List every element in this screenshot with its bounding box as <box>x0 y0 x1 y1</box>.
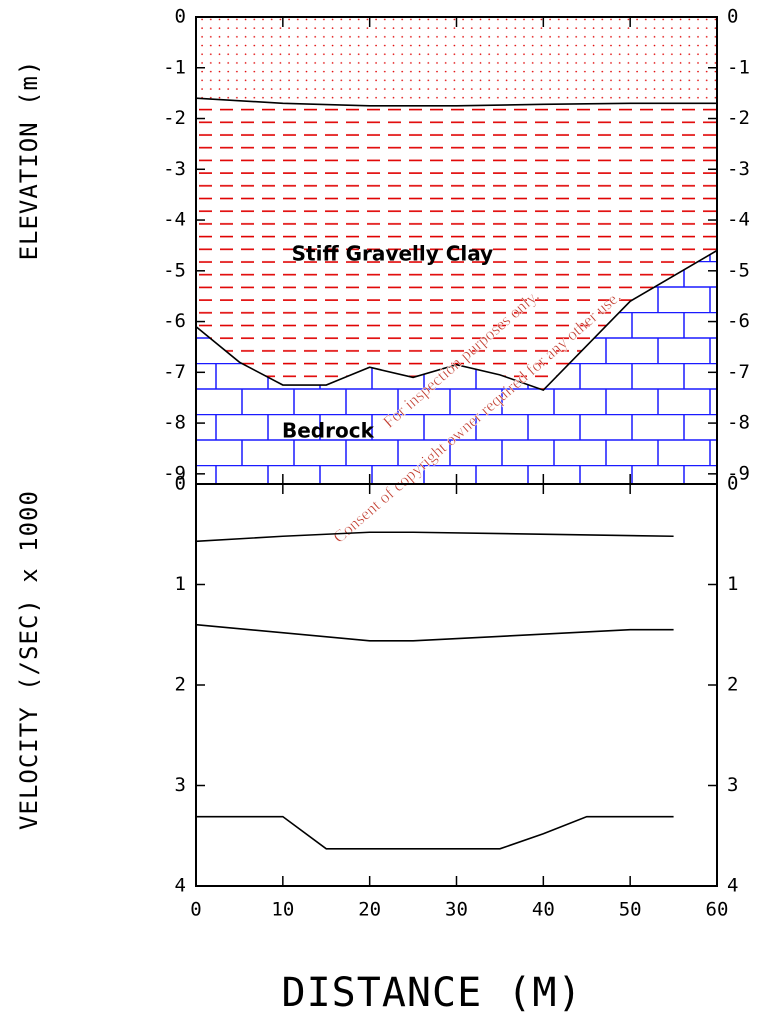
y-tick-label: 1 <box>175 573 186 595</box>
y-tick-label: 0 <box>175 6 186 28</box>
y-tick-label: -6 <box>727 310 750 332</box>
series-line <box>195 249 718 392</box>
plot-frame <box>195 483 718 887</box>
y-tick-label: 0 <box>175 473 186 495</box>
y-tick-label: -4 <box>163 209 186 231</box>
annotation: Stiff Gravelly Clay <box>292 242 494 266</box>
y-tick-label: 2 <box>175 674 186 696</box>
y-tick-label: 1 <box>727 573 738 595</box>
y-tick-label: -3 <box>727 158 750 180</box>
y-tick-label: -9 <box>163 462 186 484</box>
y-axis-title: VELOCITY (/SEC) x 1000 <box>15 490 43 830</box>
y-tick-label: -7 <box>727 361 750 383</box>
y-tick-label: 4 <box>175 875 186 897</box>
y-tick-label: 3 <box>727 774 738 796</box>
x-tick-label: 60 <box>706 899 729 921</box>
y-tick-label: -8 <box>163 412 186 434</box>
y-tick-label: 3 <box>175 774 186 796</box>
x-tick-label: 50 <box>619 899 642 921</box>
x-tick-label: 20 <box>358 899 381 921</box>
x-tick-label: 10 <box>271 899 294 921</box>
y-tick-label: -9 <box>727 462 750 484</box>
x-tick-label: 0 <box>190 899 201 921</box>
series-line <box>195 97 717 107</box>
y-tick-label: 4 <box>727 875 738 897</box>
y-tick-label: 0 <box>727 6 738 28</box>
y-tick-label: 0 <box>727 473 738 495</box>
y-tick-label: 2 <box>727 674 738 696</box>
y-tick-label: -5 <box>163 259 186 281</box>
y-tick-label: -8 <box>727 412 750 434</box>
layer-fill <box>196 98 717 391</box>
series-line <box>196 815 674 850</box>
y-tick-label: -5 <box>727 259 750 281</box>
y-tick-label: -1 <box>727 56 750 78</box>
annotation: Bedrock <box>282 419 375 443</box>
y-tick-label: -3 <box>163 158 186 180</box>
series-line <box>195 531 674 543</box>
y-tick-label: -2 <box>727 107 750 129</box>
series-line <box>195 623 674 642</box>
x-tick-label: 40 <box>532 899 555 921</box>
y-axis-title: ELEVATION (m) <box>15 60 43 261</box>
y-tick-label: -1 <box>163 56 186 78</box>
x-axis-title: DISTANCE (M) <box>282 970 583 1016</box>
y-tick-label: -2 <box>163 107 186 129</box>
layer-fill <box>196 17 717 106</box>
y-tick-label: -6 <box>163 310 186 332</box>
y-tick-label: -4 <box>727 209 750 231</box>
layer-fill <box>196 250 717 484</box>
y-tick-label: -7 <box>163 361 186 383</box>
x-tick-label: 30 <box>445 899 468 921</box>
